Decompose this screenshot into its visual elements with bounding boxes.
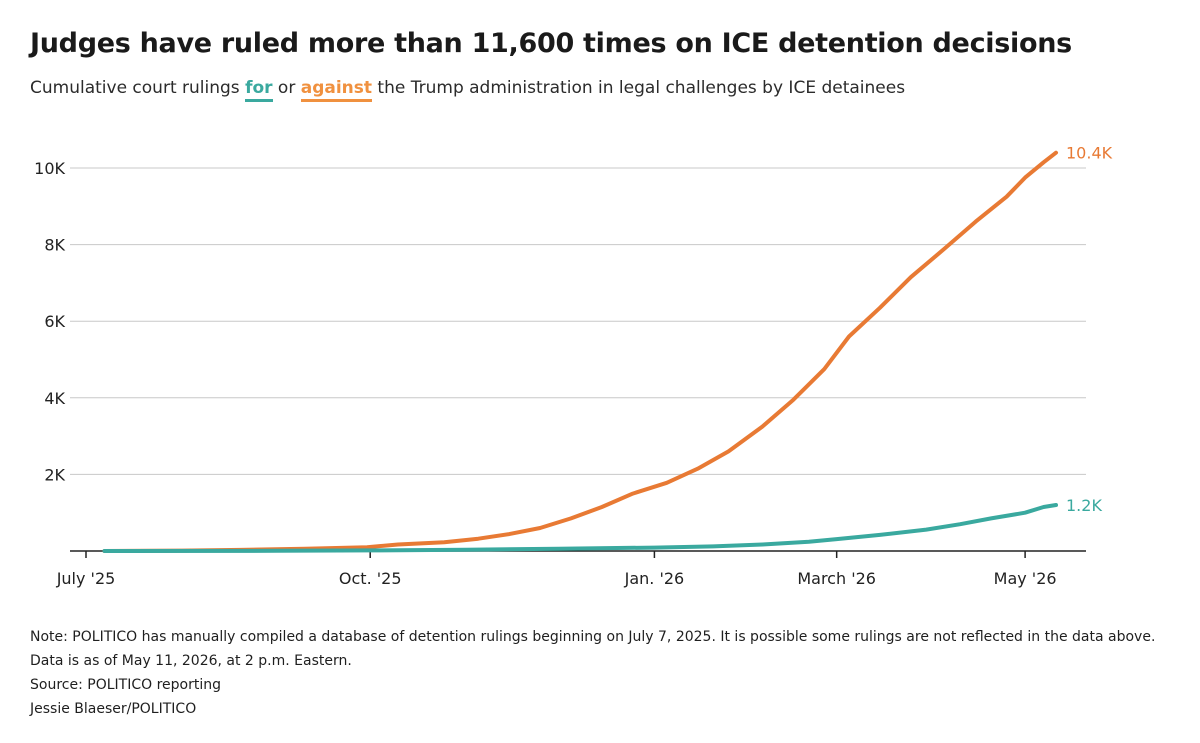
legend-against-label: against	[300, 78, 373, 102]
subtitle-text-post: the Trump administration in legal challe…	[372, 78, 906, 98]
footer-source: Source: POLITICO reporting	[30, 677, 221, 693]
footer-credit: Jessie Blaeser/POLITICO	[30, 701, 197, 717]
y-tick-label: 10K	[34, 159, 65, 178]
subtitle-text-pre: Cumulative court rulings	[30, 78, 246, 98]
footer-note: Note: POLITICO has manually compiled a d…	[30, 629, 1156, 669]
series-end-label-against: 10.4K	[1066, 144, 1113, 163]
x-tick-label: March '26	[797, 569, 876, 588]
legend-for-label: for	[245, 78, 273, 102]
series-end-label-for: 1.2K	[1066, 496, 1102, 515]
line-chart: 2K 4K 6K 8K 10K July '25 Oct. '25 Jan. '26 March…	[34, 144, 1113, 588]
y-tick-label: 6K	[44, 312, 65, 331]
subtitle-text-mid: or	[272, 78, 301, 98]
chart-title: Judges have ruled more than 11,600 times…	[30, 28, 1072, 59]
series-line-for	[102, 503, 1058, 553]
y-tick-label: 4K	[44, 389, 65, 408]
x-tick-label: May '26	[994, 569, 1057, 588]
x-tick-label: July '25	[56, 569, 116, 588]
x-tick-label: Oct. '25	[339, 569, 402, 588]
y-tick-label: 8K	[44, 236, 65, 255]
footer: Note: POLITICO has manually compiled a d…	[30, 625, 1170, 721]
chart-subtitle: Cumulative court rulings for or against …	[30, 78, 906, 102]
y-tick-label: 2K	[44, 465, 65, 484]
series-line-against	[102, 150, 1058, 553]
x-tick-label: Jan. '26	[624, 569, 685, 588]
